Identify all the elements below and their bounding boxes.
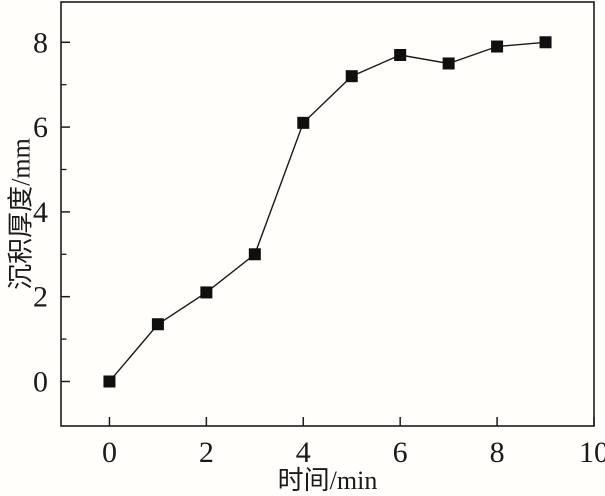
- data-point-marker: [297, 116, 310, 129]
- x-tick-label: 2: [199, 436, 214, 469]
- x-tick-label: 10: [579, 436, 605, 469]
- y-tick-label: 4: [33, 196, 48, 229]
- x-tick-label: 8: [490, 436, 505, 469]
- y-tick-label: 8: [33, 26, 48, 59]
- data-point-marker: [394, 49, 407, 61]
- y-tick-label: 0: [33, 365, 48, 398]
- data-point-marker: [491, 40, 504, 53]
- y-tick-label: 2: [33, 281, 48, 314]
- data-point-marker: [442, 57, 455, 70]
- x-axis-label: 时间/min: [277, 466, 378, 495]
- y-axis-label: 沉积厚度/mm: [6, 138, 36, 290]
- x-tick-label: 4: [296, 436, 311, 469]
- data-point-marker: [200, 286, 213, 299]
- data-point-marker: [248, 248, 261, 261]
- data-point-marker: [151, 318, 164, 331]
- plot-frame: [60, 1, 595, 427]
- data-point-marker: [539, 36, 552, 49]
- x-tick-label: 0: [102, 436, 117, 469]
- y-tick-label: 6: [33, 111, 48, 144]
- data-point-marker: [103, 375, 116, 388]
- data-point-marker: [345, 70, 358, 83]
- x-tick-label: 6: [393, 436, 408, 469]
- series-line: [108, 41, 546, 382]
